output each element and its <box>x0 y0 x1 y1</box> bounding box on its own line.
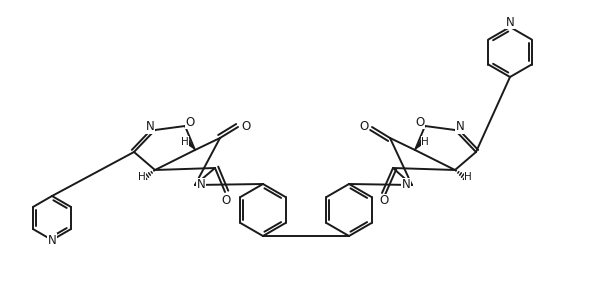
Text: O: O <box>241 121 251 133</box>
Text: O: O <box>222 193 230 207</box>
Text: O: O <box>380 195 388 208</box>
Text: H: H <box>138 172 146 182</box>
Text: O: O <box>415 115 425 129</box>
Text: N: N <box>402 179 410 191</box>
Text: N: N <box>146 121 154 133</box>
Text: O: O <box>359 121 369 133</box>
Text: N: N <box>197 179 206 191</box>
Polygon shape <box>185 139 195 150</box>
Text: H: H <box>181 137 189 147</box>
Text: N: N <box>505 15 514 28</box>
Text: N: N <box>456 121 465 133</box>
Text: H: H <box>464 172 472 182</box>
Text: O: O <box>185 115 195 129</box>
Text: H: H <box>421 137 429 147</box>
Text: N: N <box>48 234 56 247</box>
Polygon shape <box>415 139 425 150</box>
